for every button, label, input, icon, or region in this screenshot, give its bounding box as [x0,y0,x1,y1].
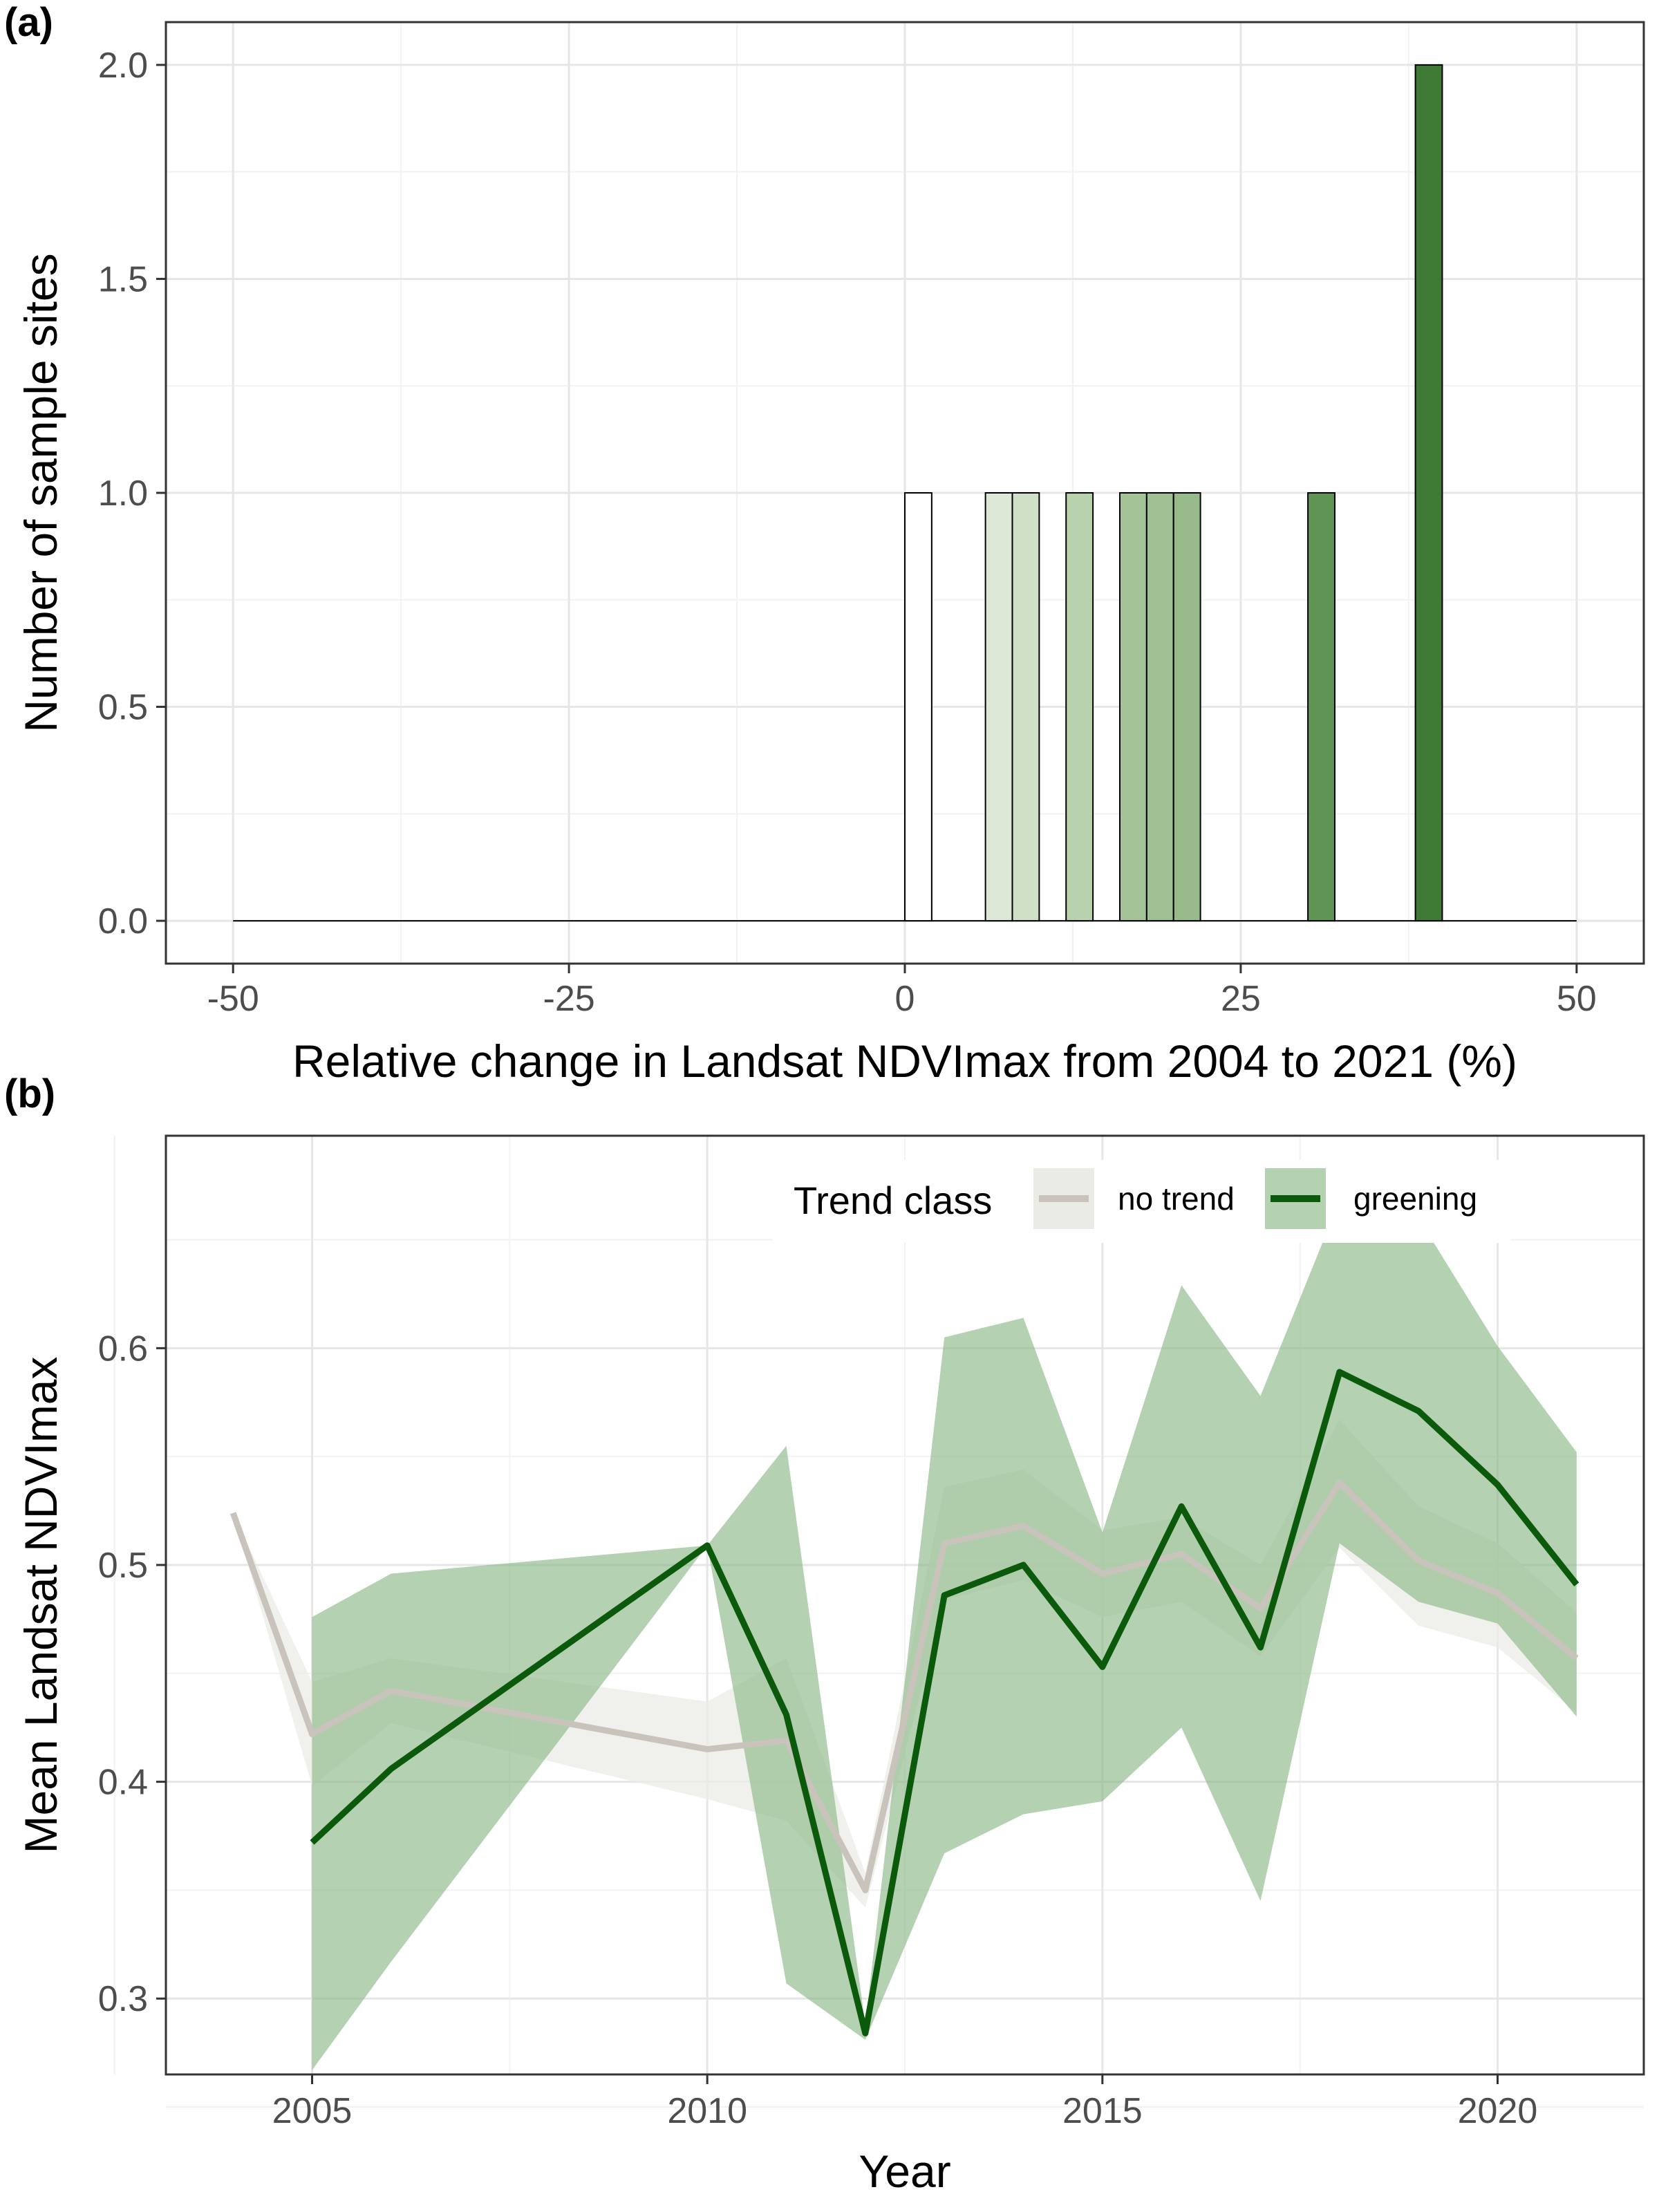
legend: Trend class no trend greening [773,1160,1510,1243]
panel-b-y-ticks: 0.3 0.4 0.5 0.6 [98,1329,166,2019]
histogram-bar [1145,492,1174,922]
panel-a-x-tick-label: 50 [1557,979,1597,1019]
panel-a-y-tick-label: 0.0 [98,901,148,941]
legend-title: Trend class [794,1179,992,1222]
panel-a-y-tick-label: 1.0 [98,474,148,514]
panel-a-x-tick-label: 0 [895,979,915,1019]
panel-a-label: (a) [4,0,53,45]
panel-a-x-tick-label: -50 [207,979,259,1019]
panel-a-x-tick-label: -25 [543,979,595,1019]
panel-b-frame [165,1134,1645,2076]
histogram-bar [1414,64,1443,922]
panel-b-x-ticks: 2005 2010 2015 2020 [272,2074,1538,2131]
panel-b-y-tick-label: 0.4 [98,1763,148,1803]
panel-b-y-tick-label: 0.3 [98,1979,148,2019]
panel-a-x-axis-title: Relative change in Landsat NDVImax from … [292,1035,1517,1087]
panel-b-x-tick-label: 2005 [272,2091,353,2131]
panel-b-series-lines [229,1369,1580,2036]
panel-b-y-axis-title: Mean Landsat NDVImax [15,1356,66,1853]
panel-a-y-tick-label: 2.0 [98,46,148,86]
histogram-bar [1307,492,1335,922]
panel-b-x-tick-label: 2015 [1062,2091,1143,2131]
panel-b-x-tick-label: 2010 [667,2091,747,2131]
legend-key-no-trend [1033,1168,1094,1229]
legend-label-no-trend: no trend [1118,1181,1235,1217]
line-no-trend [229,1479,1579,1893]
panel-b-y-tick-label: 0.5 [98,1546,148,1586]
panel-b-confidence-ribbons [233,1201,1577,2070]
histogram-bar [984,492,1013,922]
legend-background [773,1160,1510,1243]
ribbon-greening [312,1201,1577,2070]
panel-a-y-ticks: 0.0 0.5 1.0 1.5 2.0 [98,46,166,941]
histogram-bar [904,492,932,922]
panel-b-label: (b) [4,1071,55,1116]
panel-a-y-axis-title: Number of sample sites [15,253,66,732]
panel-b-line-chart: Trend class no trend greening 2005 2010 20… [4,1071,1645,2197]
line-greening [310,1369,1580,2036]
panel-a-histogram: -50 -25 0 25 50 0.0 0.5 1.0 1.5 2.0 Relative cha… [4,0,1645,1087]
panel-a-x-tick-label: 25 [1221,979,1261,1019]
legend-key-greening [1265,1168,1326,1229]
legend-label-greening: greening [1353,1181,1477,1217]
panel-a-y-tick-label: 0.5 [98,688,148,728]
histogram-bar [1118,492,1147,922]
histogram-bar [1011,492,1040,922]
histogram-bar [1065,492,1094,922]
panel-b-x-tick-label: 2020 [1458,2091,1538,2131]
panel-b-y-tick-label: 0.6 [98,1329,148,1369]
panel-a-x-ticks: -50 -25 0 25 50 [207,964,1597,1019]
panel-b-x-axis-title: Year [859,2146,950,2197]
panel-a-bars [233,64,1577,922]
panel-a-y-tick-label: 1.5 [98,259,148,299]
histogram-bar [1172,492,1201,922]
